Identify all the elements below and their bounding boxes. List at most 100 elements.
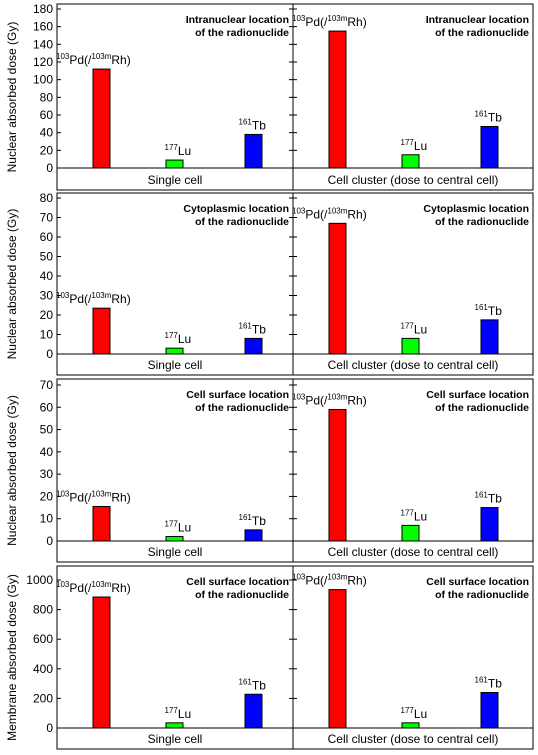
y-tick-label: 100 <box>33 73 53 87</box>
bar <box>480 319 499 355</box>
location-annotation: Cell surface location <box>426 389 529 401</box>
bar <box>244 529 263 542</box>
isotope-symbol: Rh) <box>347 394 366 408</box>
bar <box>480 507 499 542</box>
isotope-symbol: Lu <box>178 144 191 158</box>
isotope-symbol: Pd(/ <box>305 207 328 221</box>
bar-label: 103Pd(/103mRh) <box>292 393 367 408</box>
x-axis-label: Cell cluster (dose to central cell) <box>328 732 499 746</box>
y-tick-label: 1000 <box>26 573 53 587</box>
y-tick-label: 40 <box>40 445 54 459</box>
y-tick-label: 600 <box>33 632 53 646</box>
isotope-mass-number: 103 <box>292 206 306 215</box>
isotope-mass-number: 161 <box>239 117 253 126</box>
bar-label: 177Lu <box>165 143 192 158</box>
isotope-mass-number: 103 <box>292 573 306 582</box>
isotope-symbol: Pd(/ <box>69 53 92 67</box>
isotope-symbol: Tb <box>488 492 502 506</box>
isotope-mass-number: 177 <box>165 143 179 152</box>
chart-row-3: 0 10 20 30 40 50 60 70 Nuclear absorbed dose (Gy… <box>5 378 534 563</box>
location-annotation: Intranuclear location <box>426 14 529 26</box>
bar <box>328 30 347 169</box>
y-tick-label: 80 <box>40 191 54 205</box>
location-annotation: of the radionuclide <box>195 27 289 39</box>
bar <box>401 154 420 169</box>
bar-label: 177Lu <box>165 331 192 346</box>
y-tick-label: 200 <box>33 691 53 705</box>
x-axis-label: Single cell <box>148 358 203 372</box>
isotope-mass-number: 177 <box>165 331 179 340</box>
y-tick-label: 160 <box>33 20 53 34</box>
isotope-mass-number: 177 <box>401 138 415 147</box>
isotope-symbol: Lu <box>178 332 191 346</box>
isotope-mass-number: 177 <box>401 321 415 330</box>
bar <box>165 347 184 355</box>
bar <box>244 133 263 169</box>
y-tick-label: 40 <box>40 126 54 140</box>
location-annotation: of the radionuclide <box>195 589 289 601</box>
bar <box>92 596 111 729</box>
bar <box>480 691 499 729</box>
location-annotation: Cytoplasmic location <box>183 203 289 215</box>
bar-label: 177Lu <box>401 321 428 336</box>
y-tick-label: 0 <box>46 721 53 735</box>
location-annotation: Cell surface location <box>186 389 289 401</box>
location-annotation: Cell surface location <box>426 576 529 588</box>
isotope-symbol: Rh) <box>111 292 130 306</box>
isotope-mass-number: 161 <box>475 675 489 684</box>
location-annotation: of the radionuclide <box>435 216 529 228</box>
y-tick-label: 140 <box>33 37 53 51</box>
bar <box>401 722 420 729</box>
y-tick-label: 60 <box>40 230 54 244</box>
chart-row-4: 0 200 400 600 800 1000 Membrane absorbed dose … <box>5 565 534 750</box>
isotope-symbol: Tb <box>488 676 502 690</box>
y-tick-label: 40 <box>40 269 54 283</box>
isotope-symbol: Lu <box>178 521 191 535</box>
location-annotation: of the radionuclide <box>435 27 529 39</box>
isotope-symbol: Rh) <box>347 15 366 29</box>
bar-label: 161Tb <box>475 303 503 318</box>
y-tick-label: 10 <box>40 328 54 342</box>
plot-frame <box>56 565 534 750</box>
isotope-symbol: Tb <box>488 110 502 124</box>
x-axis-label: Cell cluster (dose to central cell) <box>328 545 499 559</box>
y-tick-label: 0 <box>46 347 53 361</box>
bar-label: 103Pd(/103mRh) <box>292 573 367 588</box>
x-axis-label: Single cell <box>148 173 203 187</box>
isotope-symbol: Tb <box>252 514 266 528</box>
isotope-symbol: Pd(/ <box>69 292 92 306</box>
isotope-symbol: Pd(/ <box>305 394 328 408</box>
bar-label: 177Lu <box>401 706 428 721</box>
x-axis-label: Cell cluster (dose to central cell) <box>328 173 499 187</box>
y-tick-label: 80 <box>40 90 54 104</box>
bar-label: 161Tb <box>239 321 267 336</box>
isotope-symbol: Lu <box>414 707 427 721</box>
location-annotation: of the radionuclide <box>435 402 529 414</box>
y-tick-label: 30 <box>40 289 54 303</box>
isotope-symbol: Tb <box>252 678 266 692</box>
isotope-symbol: Lu <box>414 139 427 153</box>
y-axis-label: Nuclear absorbed dose (Gy) <box>5 22 19 173</box>
isotope-symbol: Pd(/ <box>69 581 92 595</box>
isotope-symbol: Pd(/ <box>305 15 328 29</box>
bar <box>328 589 347 729</box>
bar-label: 177Lu <box>401 138 428 153</box>
y-tick-label: 70 <box>40 378 54 392</box>
y-axis-label: Nuclear absorbed dose (Gy) <box>5 395 19 546</box>
bar-label: 103Pd(/103mRh) <box>56 291 131 306</box>
bar <box>244 693 263 729</box>
isotope-mass-number: 177 <box>401 706 415 715</box>
isotope-mass-number: 103m <box>91 52 111 61</box>
bar-label: 161Tb <box>239 513 267 528</box>
bar-label: 103Pd(/103mRh) <box>56 580 131 595</box>
x-axis-label: Single cell <box>148 545 203 559</box>
bar-label: 103Pd(/103mRh) <box>292 14 367 29</box>
y-tick-label: 120 <box>33 55 53 69</box>
isotope-symbol: Tb <box>252 118 266 132</box>
isotope-mass-number: 103 <box>292 393 306 402</box>
location-annotation: of the radionuclide <box>435 589 529 601</box>
bar-label: 103Pd(/103mRh) <box>56 52 131 67</box>
isotope-symbol: Rh) <box>111 490 130 504</box>
bar <box>328 222 347 355</box>
